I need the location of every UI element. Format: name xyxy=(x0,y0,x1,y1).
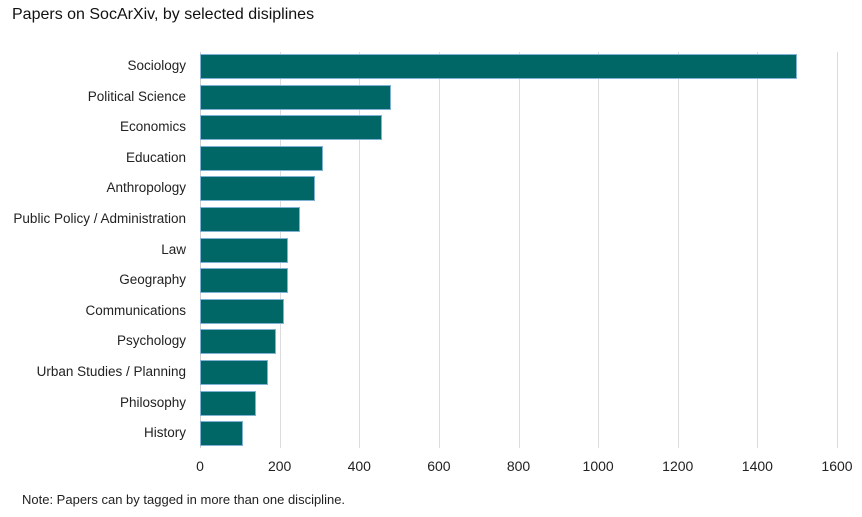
gridline xyxy=(598,52,600,448)
bar xyxy=(200,84,392,110)
bar xyxy=(200,268,288,294)
category-label: Education xyxy=(125,149,186,165)
bar xyxy=(200,176,316,202)
x-tick-label: 800 xyxy=(506,458,531,474)
bar xyxy=(200,329,276,355)
chart-title: Papers on SocArXiv, by selected disiplin… xyxy=(12,6,315,23)
bar xyxy=(200,421,243,447)
category-label: History xyxy=(143,425,186,441)
bar xyxy=(200,360,268,385)
gridline xyxy=(757,52,759,448)
bar xyxy=(200,54,798,79)
footnote: Note: Papers can by tagged in more than … xyxy=(22,492,346,507)
x-tick-label: 200 xyxy=(267,458,292,474)
category-label: Law xyxy=(161,241,186,257)
category-label: Philosophy xyxy=(119,394,186,410)
category-label: Sociology xyxy=(127,58,186,73)
category-label: Anthropology xyxy=(106,180,186,196)
category-label: Communications xyxy=(85,302,186,318)
category-label: Economics xyxy=(119,119,186,135)
category-label: Geography xyxy=(119,272,186,288)
category-label: Political Science xyxy=(87,88,186,104)
x-tick-label: 400 xyxy=(347,458,371,474)
plot-area xyxy=(200,52,838,448)
x-tick-label: 1200 xyxy=(662,458,694,474)
category-label: Psychology xyxy=(116,333,186,349)
bar xyxy=(200,390,256,416)
x-tick-label: 1400 xyxy=(741,458,773,474)
x-tick-label: 600 xyxy=(427,458,451,474)
gridline xyxy=(677,52,679,448)
category-label: Urban Studies / Planning xyxy=(36,364,186,379)
gridline xyxy=(359,52,361,448)
category-label: Public Policy / Administration xyxy=(13,211,186,226)
gridline xyxy=(518,52,520,448)
bar xyxy=(200,207,300,232)
x-tick-label: 1600 xyxy=(821,458,853,474)
x-tick-label: 1000 xyxy=(582,458,614,474)
bar xyxy=(200,145,324,171)
bar xyxy=(200,115,383,141)
gridline xyxy=(837,52,838,448)
x-tick-label: 0 xyxy=(196,458,204,474)
bar xyxy=(200,298,284,324)
bar xyxy=(200,237,288,263)
gridline xyxy=(438,52,440,448)
